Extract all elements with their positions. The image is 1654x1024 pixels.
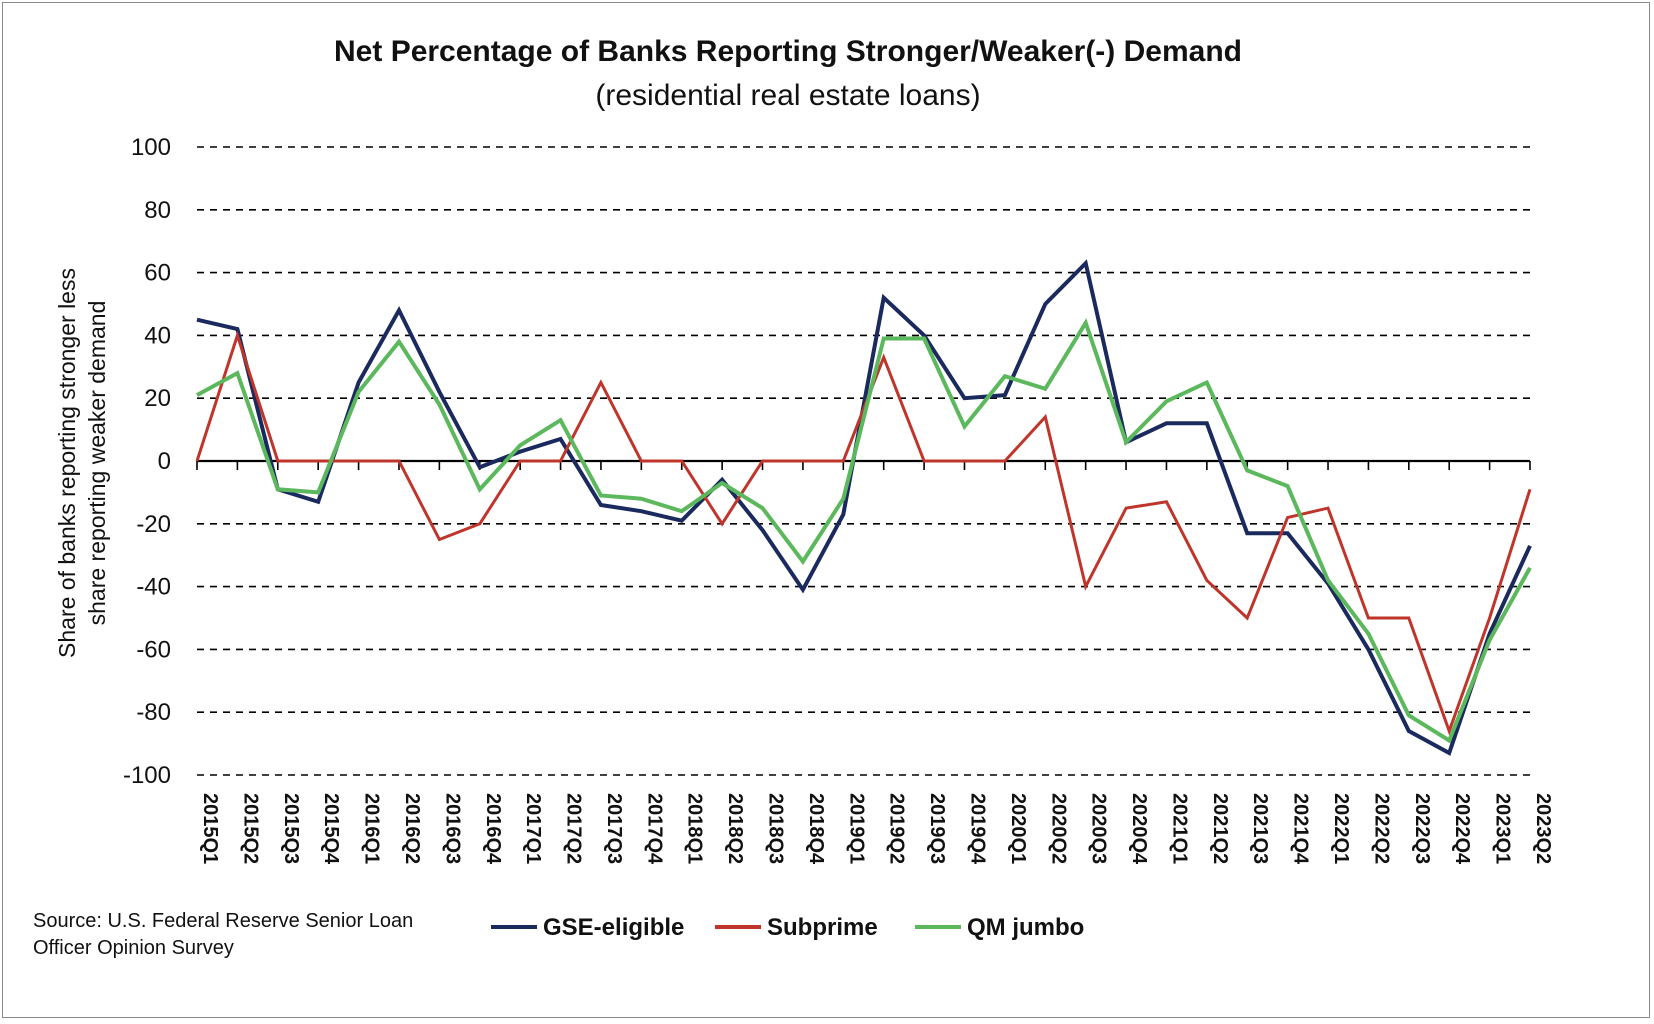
series-lines [195, 259, 1532, 756]
y-tick-label: 0 [158, 448, 171, 475]
source-note-line1: Source: U.S. Federal Reserve Senior Loan [33, 910, 413, 932]
legend-label-gse-eligible: GSE-eligible [543, 914, 684, 941]
y-tick-label: -40 [136, 574, 171, 601]
y-tick-label: -60 [136, 636, 171, 663]
x-tick-label: 2019Q2 [886, 793, 908, 864]
y-tick-label: 100 [131, 134, 171, 161]
y-tick-label: 40 [144, 322, 171, 349]
x-tick-label: 2020Q1 [1007, 793, 1029, 864]
x-tick-label: 2020Q4 [1128, 793, 1150, 865]
y-tick-label: 20 [144, 385, 171, 412]
x-tick-label: 2022Q3 [1411, 793, 1433, 864]
x-tick-label: 2020Q3 [1088, 793, 1110, 864]
y-tick-label: 80 [144, 197, 171, 224]
y-axis-ticks: 100 80 60 40 20 0 -20 -40 -60 -80 -100 [123, 134, 171, 789]
chart-subtitle: (residential real estate loans) [595, 79, 980, 112]
x-tick-label: 2019Q3 [926, 793, 948, 864]
x-tick-label: 2021Q1 [1168, 793, 1190, 864]
x-tick-label: 2018Q3 [765, 793, 787, 864]
x-tick-label: 2017Q4 [643, 793, 665, 865]
x-tick-label: 2021Q3 [1249, 793, 1271, 864]
x-tick-label: 2017Q1 [522, 793, 544, 864]
y-axis-label: Share of banks reporting stronger less s… [54, 268, 110, 658]
x-tick-label: 2015Q3 [280, 793, 302, 864]
series-line-qm-jumbo [196, 318, 1532, 744]
x-tick-label: 2019Q1 [845, 793, 867, 864]
x-tick-label: 2016Q1 [361, 793, 383, 864]
x-tick-label: 2018Q2 [724, 793, 746, 864]
x-tick-label: 2023Q1 [1492, 793, 1514, 864]
x-axis: 2015Q1 2015Q2 2015Q3 2015Q4 2016Q1 2016Q2 2016… [196, 459, 1554, 865]
x-tick-label: 2017Q3 [603, 793, 625, 864]
series-line-subprime [195, 330, 1532, 736]
x-tick-label: 2016Q3 [441, 793, 463, 864]
y-tick-label: -80 [136, 699, 171, 726]
x-tick-label: 2018Q1 [684, 793, 706, 864]
x-tick-label: 2015Q2 [239, 793, 261, 864]
line-chart: Net Percentage of Banks Reporting Strong… [33, 35, 1554, 959]
y-axis-label-line1: Share of banks reporting stronger less [54, 268, 80, 658]
series-line-gse-eligible [196, 259, 1532, 756]
x-tick-label: 2022Q2 [1370, 793, 1392, 864]
x-tick-label: 2021Q4 [1290, 793, 1312, 865]
y-tick-label: 60 [144, 260, 171, 287]
x-tick-label: 2016Q2 [401, 793, 423, 864]
legend: GSE-eligible Subprime QM jumbo [491, 914, 1084, 941]
x-tick-label: 2017Q2 [563, 793, 585, 864]
x-tick-label: 2019Q4 [966, 793, 988, 865]
y-tick-label: -20 [136, 511, 171, 538]
y-tick-label: -100 [123, 762, 171, 789]
x-tick-label: 2015Q1 [199, 793, 221, 864]
legend-label-subprime: Subprime [767, 914, 878, 941]
x-tick-label: 2023Q2 [1532, 793, 1554, 864]
x-tick-label: 2021Q2 [1209, 793, 1231, 864]
x-tick-label: 2018Q4 [805, 793, 827, 865]
x-tick-label: 2022Q4 [1451, 793, 1473, 865]
x-tick-label: 2015Q4 [320, 793, 342, 865]
y-axis-label-line2: share reporting weaker demand [84, 301, 110, 626]
x-tick-label: 2020Q2 [1047, 793, 1069, 864]
x-tick-label: 2022Q1 [1330, 793, 1352, 864]
legend-label-qm-jumbo: QM jumbo [967, 914, 1084, 941]
source-note-line2: Officer Opinion Survey [33, 937, 234, 959]
chart-title: Net Percentage of Banks Reporting Strong… [334, 35, 1242, 68]
x-tick-label: 2016Q4 [482, 793, 504, 865]
